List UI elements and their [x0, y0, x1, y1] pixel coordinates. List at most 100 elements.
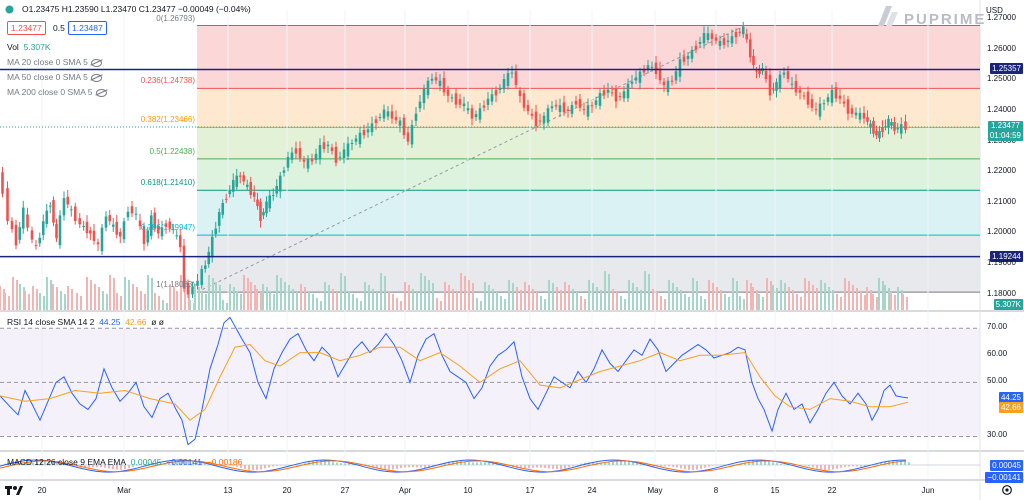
volume-bar	[460, 273, 462, 310]
candle-body	[794, 81, 798, 93]
macd-histogram-bar	[96, 465, 98, 468]
volume-bar	[808, 281, 810, 310]
fib-zone	[197, 25, 980, 89]
candle-body	[878, 131, 881, 139]
candle-body	[326, 144, 330, 147]
volume-bar	[890, 292, 892, 310]
candle-body	[554, 104, 558, 107]
volume-bar	[340, 273, 342, 310]
candle-body	[394, 117, 398, 121]
candle-body	[100, 227, 104, 252]
candle-body	[30, 230, 34, 240]
volume-bar	[432, 283, 434, 310]
macd-histogram-bar	[800, 464, 802, 466]
macd-histogram-bar	[836, 465, 838, 469]
volume-bar	[584, 299, 586, 310]
macd-histogram-bar	[600, 462, 602, 465]
ma200-legend[interactable]: MA 200 close 0 SMA 5	[7, 87, 107, 98]
volume-bar	[380, 273, 382, 310]
time-axis-tick: 15	[770, 486, 780, 495]
candle-body	[350, 143, 354, 145]
macd-histogram-bar	[664, 465, 666, 467]
macd-histogram-bar	[36, 462, 38, 465]
macd-histogram-bar	[724, 464, 726, 466]
volume-bar	[796, 294, 798, 310]
macd-histogram-bar	[756, 459, 758, 465]
volume-bar	[544, 299, 546, 310]
candle-body	[606, 89, 610, 93]
candle-body	[268, 195, 272, 209]
macd-histogram-bar	[500, 463, 502, 465]
macd-histogram-bar	[560, 465, 562, 470]
macd-histogram-bar	[792, 464, 794, 466]
volume-bar	[668, 280, 670, 310]
candle-body	[138, 220, 142, 227]
hidden-eye-icon[interactable]	[90, 58, 102, 67]
vol-label: Vol 5.307K	[7, 42, 51, 52]
volume-bar	[812, 285, 814, 310]
candle-body	[275, 186, 279, 194]
macd-histogram-bar	[816, 465, 818, 469]
volume-bar	[136, 287, 138, 310]
ask-chip[interactable]: 1.23487	[68, 21, 107, 35]
candle-body	[598, 92, 602, 106]
candle-body	[678, 59, 682, 77]
volume-value-label: 5.307K	[993, 299, 1023, 310]
volume-bar	[240, 294, 242, 310]
volume-bar	[56, 287, 58, 310]
macd-histogram-bar	[536, 465, 538, 468]
rsi-legend: RSI 14 close SMA 14 2 44.25 42.66 ø ø	[7, 317, 164, 327]
ma50-legend[interactable]: MA 50 close 0 SMA 5	[7, 72, 102, 83]
hidden-eye-icon[interactable]	[95, 88, 107, 97]
volume-bar	[269, 291, 271, 310]
macd-histogram-bar	[428, 465, 430, 468]
volume-bar	[116, 293, 118, 310]
candle-body	[858, 112, 862, 120]
macd-histogram-bar	[128, 465, 130, 469]
volume-bar	[592, 283, 594, 310]
time-axis-tick: 27	[340, 486, 350, 495]
candle-body	[526, 104, 530, 112]
volume-bar	[64, 294, 66, 310]
candle-body	[630, 81, 634, 84]
volume-bar	[219, 285, 221, 310]
volume-bar	[36, 289, 38, 310]
volume-bar	[412, 289, 414, 310]
macd-histogram-bar	[680, 465, 682, 469]
candle-body	[286, 156, 290, 168]
settings-gear-icon[interactable]	[1001, 484, 1013, 496]
volume-bar	[766, 278, 768, 310]
volume-bar	[428, 280, 430, 310]
candle-body	[390, 111, 394, 119]
macd-histogram-bar	[204, 463, 206, 465]
candle-body	[810, 99, 814, 108]
macd-histogram-bar	[92, 465, 94, 468]
fib-level-label: 0.786(1.19947)	[140, 223, 195, 233]
time-axis-tick: 20	[37, 486, 47, 495]
volume-bar	[548, 280, 550, 310]
volume-bar	[480, 301, 482, 310]
hidden-eye-icon[interactable]	[90, 73, 102, 82]
candle-body	[474, 114, 478, 118]
macd-histogram-bar	[776, 463, 778, 465]
time-axis-tick: 22	[827, 486, 837, 495]
macd-histogram-bar	[136, 465, 138, 466]
rsi-axis-tick: 70.00	[987, 322, 1008, 332]
volume-bar	[260, 292, 262, 310]
candle-body	[290, 152, 294, 160]
volume-bar	[154, 293, 156, 310]
candle-body	[454, 93, 458, 105]
candle-body	[245, 184, 249, 187]
volume-bar	[300, 284, 302, 310]
candle-body	[278, 175, 282, 192]
rsi-sma-line	[0, 343, 909, 421]
candle-body	[899, 124, 903, 134]
volume-bar	[776, 288, 778, 310]
candle-body	[446, 89, 450, 96]
bid-chip[interactable]: 1.23477	[7, 21, 46, 35]
ma20-legend[interactable]: MA 20 close 0 SMA 5	[7, 57, 102, 68]
macd-histogram-bar	[748, 461, 750, 465]
candle-body	[842, 101, 846, 104]
volume-bar	[109, 275, 111, 310]
fib-zone	[197, 158, 980, 191]
